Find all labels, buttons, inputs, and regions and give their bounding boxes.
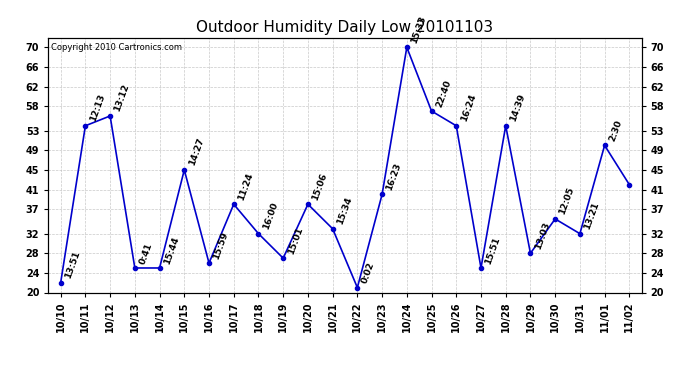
Text: 13:51: 13:51 [63,250,81,280]
Text: 22:40: 22:40 [434,78,453,108]
Text: 14:27: 14:27 [187,137,206,167]
Text: 15:59: 15:59 [212,230,230,260]
Text: 0:02: 0:02 [360,261,376,285]
Text: 0:41: 0:41 [137,241,154,265]
Text: 16:24: 16:24 [459,93,477,123]
Text: 12:13: 12:13 [88,93,106,123]
Text: 14:39: 14:39 [509,93,527,123]
Text: 15:51: 15:51 [484,235,502,265]
Text: 2:30: 2:30 [607,118,624,142]
Text: 13:12: 13:12 [113,83,131,113]
Text: 15:34: 15:34 [335,196,354,226]
Text: 13:21: 13:21 [582,201,601,231]
Text: 15:06: 15:06 [310,172,329,201]
Text: 15:33: 15:33 [410,15,428,45]
Text: 12:05: 12:05 [558,186,576,216]
Text: 11:24: 11:24 [237,171,255,201]
Title: Outdoor Humidity Daily Low 20101103: Outdoor Humidity Daily Low 20101103 [197,20,493,35]
Text: 16:23: 16:23 [385,162,403,192]
Text: 16:00: 16:00 [262,201,279,231]
Text: 15:01: 15:01 [286,225,304,255]
Text: 13:03: 13:03 [533,220,551,251]
Text: 15:44: 15:44 [162,235,181,265]
Text: Copyright 2010 Cartronics.com: Copyright 2010 Cartronics.com [51,43,182,52]
